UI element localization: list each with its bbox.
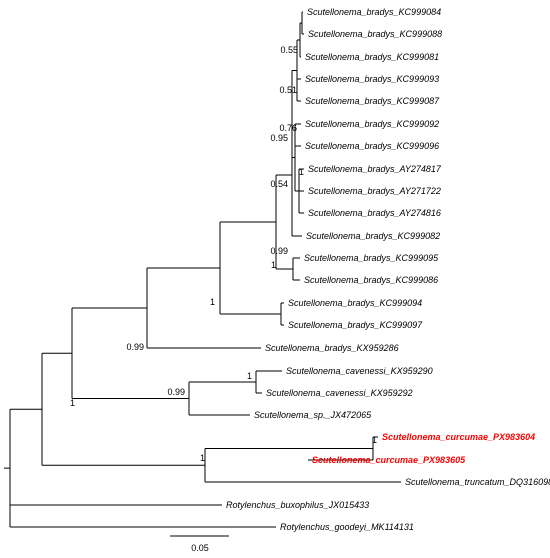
support-value: 1 (200, 453, 205, 463)
taxon-label: Scutellonema_cavenessi_KX959292 (266, 388, 413, 398)
support-value: 0.95 (270, 133, 288, 143)
taxon-label: Scutellonema_bradys_AY271722 (308, 186, 441, 196)
taxon-label: Scutellonema_bradys_KC999092 (305, 119, 439, 129)
support-value: 0.99 (270, 246, 288, 256)
taxon-label: Scutellonema_bradys_KC999084 (307, 7, 441, 17)
taxon-label: Scutellonema_bradys_AY274817 (308, 164, 442, 174)
taxon-label: Scutellonema_curcumae_PX983605 (312, 455, 466, 465)
support-value: 0.99 (167, 387, 185, 397)
taxon-label: Scutellonema_bradys_AY274816 (308, 208, 441, 218)
taxon-label: Scutellonema_curcumae_PX983604 (382, 432, 535, 442)
taxon-label: Scutellonema_bradys_KC999087 (305, 96, 440, 106)
taxon-label: Scutellonema_bradys_KC999086 (304, 275, 438, 285)
taxon-label: Scutellonema_bradys_KC999088 (308, 29, 442, 39)
scale-bar: 0.05 (170, 535, 229, 553)
support-value: 0.51 (279, 85, 297, 95)
taxon-label: Scutellonema_cavenessi_KX959290 (286, 366, 433, 376)
taxon-labels: Scutellonema_bradys_KC999084 Scutellonema… (226, 7, 550, 532)
taxon-label: Scutellonema_bradys_KC999081 (305, 52, 439, 62)
taxon-label: Scutellonema_sp._JX472065 (254, 410, 372, 420)
taxon-label: Scutellonema_bradys_KC999097 (288, 320, 423, 330)
support-value: 1 (247, 371, 252, 381)
scale-bar-label: 0.05 (191, 543, 209, 553)
taxon-label: Scutellonema_bradys_KC999093 (305, 74, 439, 84)
taxon-label: Scutellonema_bradys_KC999096 (305, 141, 439, 151)
support-value: 1 (299, 167, 304, 177)
taxon-label: Scutellonema_bradys_KC999082 (306, 231, 440, 241)
support-value: 0.54 (270, 179, 288, 189)
support-value: 0.76 (279, 123, 297, 133)
support-value: 0.55 (280, 45, 298, 55)
taxon-label: Rotylenchus_goodeyi_MK114131 (280, 522, 414, 532)
support-value: 1 (271, 260, 276, 270)
support-value: 1 (70, 398, 75, 408)
taxon-label: Scutellonema_bradys_KX959286 (265, 343, 399, 353)
support-value: 0.99 (126, 342, 144, 352)
support-value: 1 (210, 297, 215, 307)
taxon-label: Rotylenchus_buxophilus_JX015433 (226, 500, 369, 510)
taxon-label: Scutellonema_bradys_KC999094 (288, 298, 422, 308)
tree-branches (4, 11, 401, 528)
support-values: 0.55 0.51 0.760.95 1 0.54 0.99 1 1 0.99 1 0.99 1 1 1 (70, 45, 377, 463)
support-value: 1 (372, 435, 377, 445)
taxon-label: Scutellonema_bradys_KC999095 (304, 253, 439, 263)
taxon-label: Scutellonema_truncatum_DQ316098 (405, 477, 550, 487)
